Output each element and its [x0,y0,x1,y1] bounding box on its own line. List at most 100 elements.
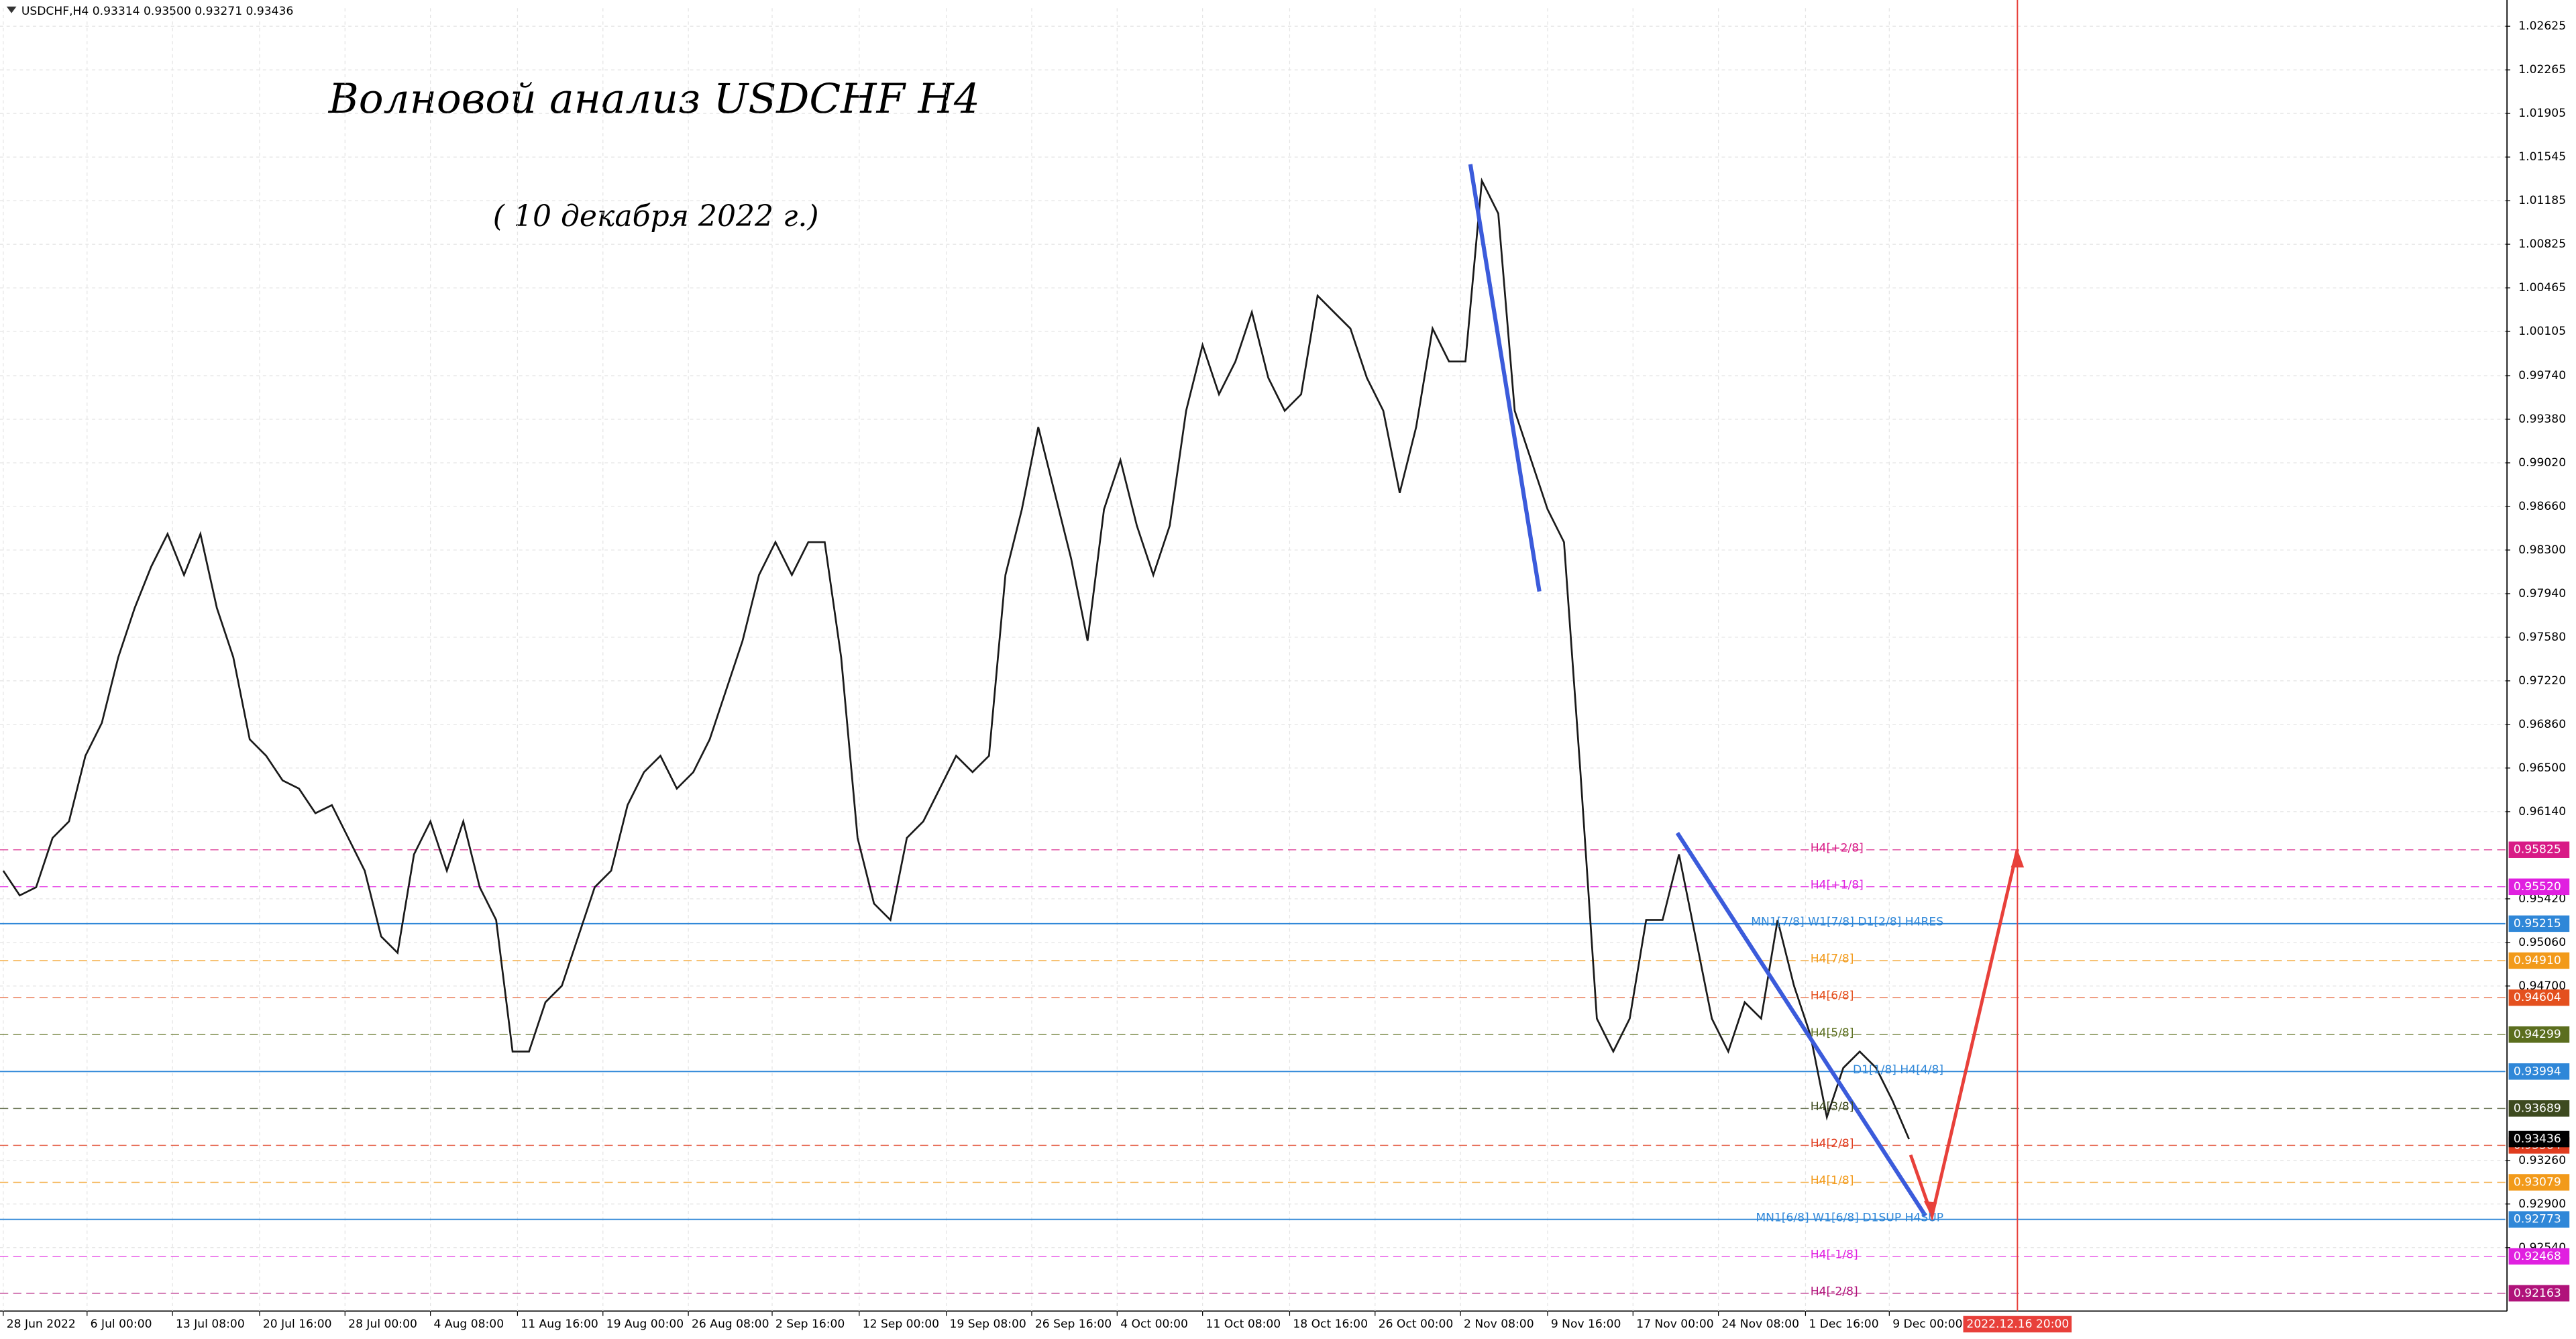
price-box [2508,841,2570,858]
y-tick-label: 1.01185 [2518,194,2566,207]
y-tick-label: 0.98300 [2518,543,2566,557]
level-label: H4[1/8] [1811,1174,1854,1187]
cursor-box [1963,1316,2072,1333]
y-tick-label: 0.95060 [2518,936,2566,949]
price-box-label: 0.92468 [2514,1250,2561,1263]
price-box [2508,878,2570,896]
x-tick-label: 9 Nov 16:00 [1551,1318,1621,1331]
y-tick-label: 0.96500 [2518,761,2566,775]
price-box-label: 0.95825 [2514,843,2561,857]
price-box-label: 0.93994 [2514,1065,2561,1078]
y-tick-label: 0.99380 [2518,413,2566,426]
level-label: H4[5/8] [1811,1026,1854,1040]
x-tick-label: 2 Nov 08:00 [1464,1318,1534,1331]
price-box [2508,1174,2570,1191]
x-tick-label: 1 Dec 16:00 [1809,1318,1878,1331]
chart-title: Волновой анализ USDCHF H4 [328,75,980,123]
y-tick-label: 0.97580 [2518,631,2566,644]
price-box [2508,1100,2570,1117]
y-tick-label: 1.02625 [2518,19,2566,33]
price-box [2508,952,2570,969]
x-tick-label: 17 Nov 00:00 [1636,1318,1713,1331]
x-tick-label: 18 Oct 16:00 [1293,1318,1368,1331]
x-tick-label: 6 Jul 00:00 [91,1318,152,1331]
x-tick-label: 28 Jun 2022 [7,1318,76,1331]
x-tick-label: 26 Aug 08:00 [692,1318,769,1331]
wave-line [1468,164,1542,592]
y-tick-label: 1.01545 [2518,150,2566,164]
price-box-label: 0.94299 [2514,1028,2561,1041]
annotations [1468,164,2025,1222]
price-box [2508,1026,2570,1043]
price-box [2508,1248,2570,1265]
x-tick-label: 4 Aug 08:00 [434,1318,504,1331]
x-tick-label: 26 Oct 00:00 [1379,1318,1454,1331]
x-tick-label: 24 Nov 08:00 [1722,1318,1799,1331]
level-label: MN1[7/8] W1[7/8] D1[2/8] H4RES [1751,915,1943,928]
x-tick-label: 26 Sep 16:00 [1035,1318,1112,1331]
price-box [2508,1211,2570,1228]
price-box-label: 0.95520 [2514,880,2561,894]
level-label: H4[2/8] [1811,1137,1854,1150]
level-label: H4[+2/8] [1811,841,1864,855]
level-label: D1[1/8] H4[4/8] [1853,1063,1943,1077]
level-label: H4[-1/8] [1811,1248,1858,1261]
price-box-label: 0.92773 [2514,1213,2561,1226]
x-tick-label: 19 Sep 08:00 [950,1318,1026,1331]
x-tick-label: 11 Oct 08:00 [1206,1318,1281,1331]
x-tick-label: 28 Jul 00:00 [348,1318,417,1331]
price-box [2508,1285,2570,1302]
y-tick-label: 1.00465 [2518,281,2566,294]
y-tick-label: 0.99740 [2518,369,2566,382]
x-tick-label: 11 Aug 16:00 [521,1318,598,1331]
price-line [2,177,1910,1140]
wave-line [1675,832,1927,1217]
y-tick-label: 0.92900 [2518,1197,2566,1211]
y-tick-label: 1.01905 [2518,107,2566,120]
price-box [2508,915,2570,932]
x-tick-label: 20 Jul 16:00 [263,1318,332,1331]
y-tick-label: 0.99020 [2518,456,2566,470]
current-price-label: 0.93436 [2514,1132,2561,1146]
x-tick-label: 12 Sep 00:00 [863,1318,939,1331]
y-tick-label: 1.00105 [2518,325,2566,338]
y-tick-label: 1.00825 [2518,237,2566,251]
y-tick-label: 0.93260 [2518,1154,2566,1167]
menu-triangle[interactable] [6,6,17,13]
x-tick-label: 13 Jul 08:00 [176,1318,245,1331]
cursor-label: 2022.12.16 20:00 [1966,1318,2069,1331]
current-price-box [2508,1130,2570,1148]
y-tick-label: 1.02265 [2518,63,2566,76]
price-box [2508,989,2570,1006]
y-tick-label: 0.96140 [2518,805,2566,818]
level-label: H4[-2/8] [1811,1285,1858,1298]
level-label: H4[6/8] [1811,989,1854,1003]
y-tick-label: 0.94700 [2518,979,2566,993]
arrow-head [2010,849,2025,868]
price-box-label: 0.93079 [2514,1175,2561,1189]
x-tick-label: 4 Oct 00:00 [1120,1318,1188,1331]
y-tick-label: 0.97940 [2518,587,2566,600]
price-box-label: 0.92163 [2514,1287,2561,1300]
chart-subtitle: ( 10 декабря 2022 г.) [493,199,819,233]
level-label: H4[7/8] [1811,952,1854,965]
arrow-head [1923,1201,1937,1218]
symbol-header: USDCHF,H4 0.93314 0.93500 0.93271 0.9343… [21,5,294,18]
price-box-label: 0.95215 [2514,917,2561,930]
x-tick-label: 19 Aug 00:00 [606,1318,684,1331]
price-box-label: 0.93689 [2514,1102,2561,1115]
price-box-label: 0.94604 [2514,991,2561,1004]
y-tick-label: 0.96860 [2518,718,2566,731]
x-tick-label: 2 Sep 16:00 [775,1318,845,1331]
level-label: H4[3/8] [1811,1100,1854,1114]
level-label: MN1[6/8] W1[6/8] D1SUP H4SUP [1756,1211,1943,1224]
y-tick-label: 0.97220 [2518,674,2566,688]
price-box-label: 0.94910 [2514,954,2561,967]
price-box [2508,1063,2570,1080]
level-label: H4[+1/8] [1811,878,1864,892]
y-tick-label: 0.95420 [2518,892,2566,906]
y-tick-label: 0.98660 [2518,500,2566,513]
